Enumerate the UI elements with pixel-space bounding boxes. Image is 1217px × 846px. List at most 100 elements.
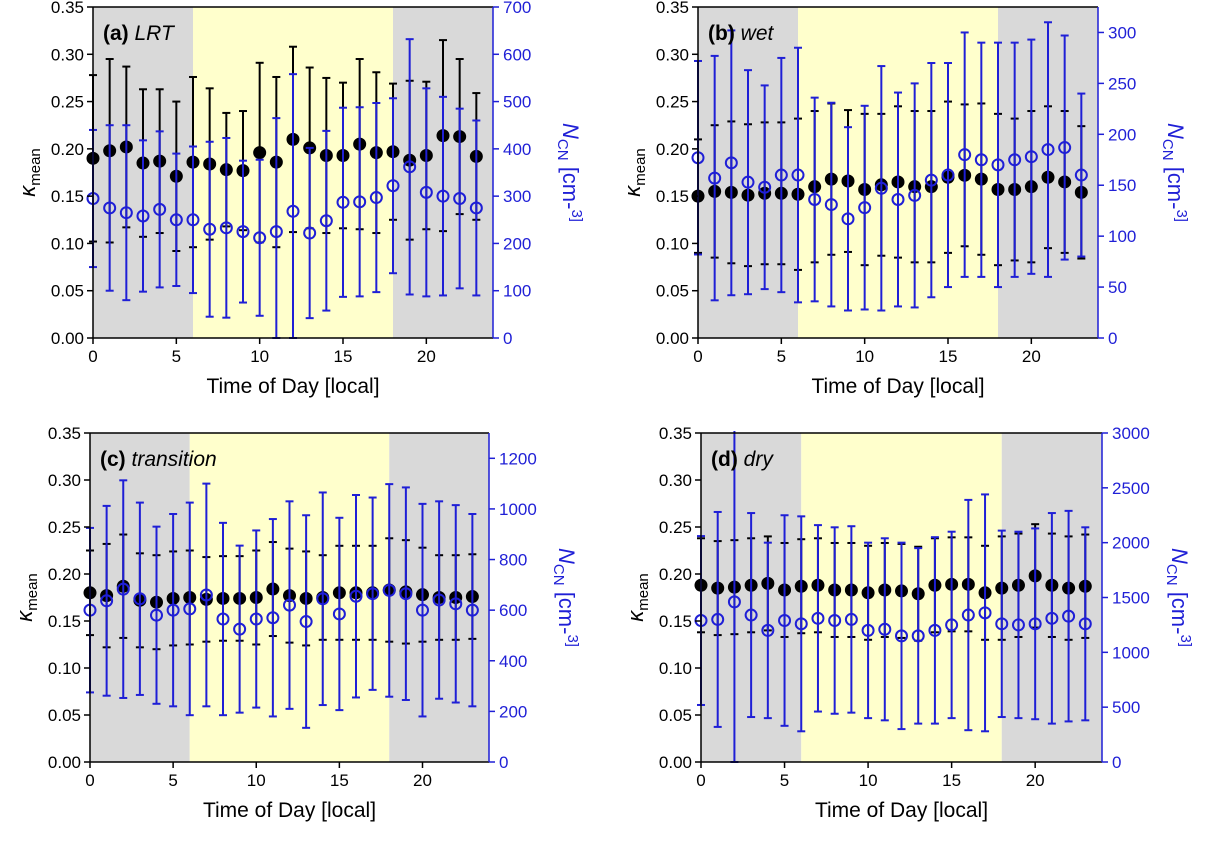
error-bar bbox=[135, 501, 144, 696]
error-bar bbox=[305, 146, 314, 320]
data-point bbox=[778, 614, 792, 628]
error-bar bbox=[152, 525, 161, 705]
y-right-tick-label: 500 bbox=[503, 93, 531, 112]
error-bar bbox=[713, 510, 722, 728]
error-bar bbox=[455, 107, 464, 290]
x-tick-label: 20 bbox=[413, 771, 432, 790]
y-right-tick-label: 400 bbox=[499, 652, 527, 671]
y-left-tick-label: 0.15 bbox=[659, 612, 692, 631]
error-bar bbox=[860, 104, 869, 311]
error-bar bbox=[847, 525, 856, 714]
error-bar bbox=[1010, 41, 1019, 278]
data-point bbox=[153, 202, 167, 216]
x-tick-label: 10 bbox=[247, 771, 266, 790]
data-point bbox=[911, 629, 925, 643]
data-point bbox=[878, 622, 892, 636]
error-bar bbox=[451, 504, 460, 704]
data-point bbox=[841, 212, 855, 226]
y-right-tick-label: 400 bbox=[503, 140, 531, 159]
data-point bbox=[336, 195, 350, 209]
data-point bbox=[283, 598, 296, 612]
error-bar bbox=[813, 524, 822, 713]
data-point bbox=[794, 617, 808, 631]
error-bar bbox=[747, 512, 756, 719]
data-point bbox=[844, 612, 858, 626]
error-bar bbox=[252, 529, 261, 709]
error-bar bbox=[947, 530, 956, 720]
error-bar bbox=[1047, 512, 1056, 725]
y-right-axis-label: NCN [cm-3] bbox=[550, 548, 581, 647]
data-point bbox=[432, 593, 446, 607]
y-left-tick-label: 0.05 bbox=[51, 282, 84, 301]
error-bar bbox=[794, 46, 802, 304]
panel-title: (c) transition bbox=[100, 448, 217, 471]
error-bar bbox=[1060, 34, 1069, 261]
y-left-axis-label: κmean bbox=[12, 573, 41, 622]
x-tick-label: 15 bbox=[334, 347, 353, 366]
error-bar bbox=[1064, 509, 1073, 723]
y-right-tick-label: 100 bbox=[503, 282, 531, 301]
data-point bbox=[708, 171, 722, 185]
x-tick-label: 5 bbox=[172, 347, 181, 366]
data-point bbox=[186, 213, 200, 227]
data-point bbox=[941, 168, 955, 182]
y-right-tick-label: 200 bbox=[1108, 125, 1136, 144]
data-point bbox=[219, 221, 233, 235]
y-right-axis-label: NCN [cm-3] bbox=[1163, 548, 1194, 647]
y-left-tick-label: 0.10 bbox=[51, 234, 84, 253]
y-right-tick-label: 100 bbox=[1108, 227, 1136, 246]
data-point bbox=[874, 181, 888, 195]
x-axis-label: Time of Day [local] bbox=[811, 375, 984, 398]
y-left-tick-label: 0.35 bbox=[51, 0, 84, 17]
y-right-tick-label: 0 bbox=[499, 753, 508, 772]
data-point bbox=[945, 618, 959, 632]
error-bar bbox=[119, 479, 128, 699]
data-point bbox=[1045, 611, 1059, 625]
data-point bbox=[369, 191, 383, 205]
y-right-tick-label: 700 bbox=[503, 0, 531, 17]
y-left-tick-label: 0.00 bbox=[48, 753, 81, 772]
error-bar bbox=[239, 159, 247, 304]
data-point bbox=[465, 603, 479, 617]
error-bar bbox=[1044, 21, 1052, 278]
data-point bbox=[924, 173, 938, 187]
data-point bbox=[249, 612, 263, 626]
y-left-tick-label: 0.10 bbox=[48, 659, 81, 678]
data-point bbox=[758, 180, 772, 194]
y-left-axis-label: κmean bbox=[623, 573, 652, 622]
ncn-series bbox=[86, 38, 483, 339]
error-bar bbox=[285, 500, 294, 710]
error-bar bbox=[389, 97, 397, 275]
error-bar bbox=[235, 544, 244, 714]
data-point bbox=[469, 201, 483, 215]
data-point bbox=[978, 606, 992, 620]
error-bar bbox=[155, 130, 164, 289]
error-bar bbox=[322, 129, 331, 312]
y-left-tick-label: 0.10 bbox=[656, 234, 689, 253]
data-point bbox=[1062, 609, 1076, 623]
data-point bbox=[744, 608, 758, 622]
data-point bbox=[828, 614, 842, 628]
x-tick-label: 0 bbox=[85, 771, 94, 790]
y-right-axis-label: NCN [cm-3] bbox=[554, 123, 585, 222]
error-bar bbox=[1027, 38, 1036, 275]
data-point bbox=[1028, 617, 1042, 631]
y-left-tick-label: 0.35 bbox=[659, 424, 692, 443]
y-left-tick-label: 0.30 bbox=[659, 471, 692, 490]
y-left-tick-label: 0.00 bbox=[51, 329, 84, 348]
y-right-tick-label: 500 bbox=[1112, 698, 1140, 717]
error-bar bbox=[139, 139, 147, 293]
data-point bbox=[116, 582, 130, 596]
x-tick-label: 15 bbox=[939, 347, 958, 366]
y-left-tick-label: 0.30 bbox=[48, 471, 81, 490]
error-bar bbox=[435, 500, 444, 700]
data-point bbox=[366, 587, 380, 601]
error-bar bbox=[355, 106, 364, 298]
panel-title: (d) dry bbox=[711, 448, 774, 471]
data-point bbox=[741, 175, 755, 189]
error-bar bbox=[335, 516, 344, 712]
y-left-tick-label: 0.00 bbox=[659, 753, 692, 772]
data-point bbox=[1024, 150, 1038, 164]
error-bar bbox=[439, 95, 447, 297]
y-left-tick-label: 0.25 bbox=[656, 93, 689, 112]
